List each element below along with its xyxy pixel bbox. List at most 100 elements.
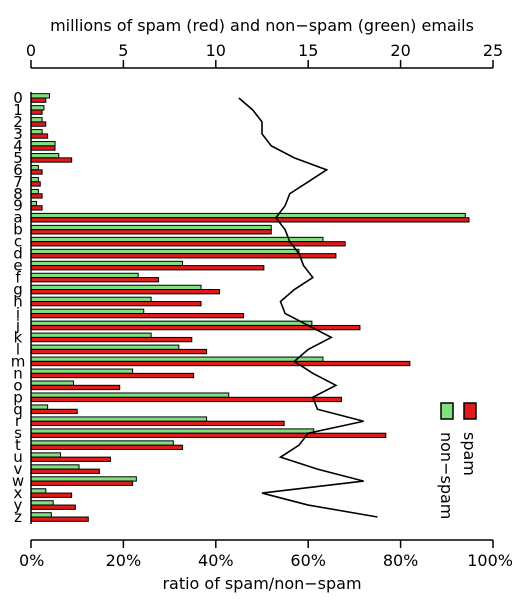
category-label-j: j xyxy=(15,316,20,334)
top-axis-tick-label: 5 xyxy=(118,41,128,60)
bottom-axis-tick-label: 40% xyxy=(198,551,234,570)
bar-spam-d xyxy=(30,253,337,259)
category-label-1: 1 xyxy=(13,101,23,119)
top-axis-label: millions of spam (red) and non−spam (gre… xyxy=(50,16,474,35)
bar-spam-4 xyxy=(30,145,56,151)
bar-spam-z xyxy=(30,516,89,522)
category-label-6: 6 xyxy=(13,161,23,179)
category-label-b: b xyxy=(13,221,23,239)
bar-nonspam-j xyxy=(30,320,313,326)
bar-spam-9 xyxy=(30,205,43,211)
category-label-5: 5 xyxy=(13,149,23,167)
category-label-9: 9 xyxy=(13,197,23,215)
category-label-w: w xyxy=(12,472,24,490)
bar-nonspam-d xyxy=(30,248,300,255)
category-label-h: h xyxy=(13,293,23,311)
bar-nonspam-f xyxy=(30,272,139,279)
ratio-line-layer xyxy=(238,97,378,518)
bar-nonspam-x xyxy=(30,488,47,494)
bars-layer xyxy=(30,93,470,522)
bar-nonspam-5 xyxy=(30,153,60,159)
bar-spam-6 xyxy=(30,169,43,175)
bar-spam-y xyxy=(30,504,76,510)
bar-spam-0 xyxy=(30,97,47,103)
bar-spam-a xyxy=(30,217,470,223)
bar-spam-q xyxy=(30,408,78,415)
category-label-m: m xyxy=(11,352,26,370)
top-axis-tick-label: 25 xyxy=(483,41,503,60)
bar-spam-o xyxy=(30,384,121,391)
bar-spam-x xyxy=(30,492,73,498)
bar-nonspam-z xyxy=(30,512,52,518)
category-label-c: c xyxy=(14,233,22,251)
bar-nonspam-e xyxy=(30,260,184,267)
bar-spam-r xyxy=(30,420,285,427)
bar-nonspam-b xyxy=(30,224,272,231)
bar-nonspam-2 xyxy=(30,117,43,123)
bar-nonspam-v xyxy=(30,464,80,470)
bar-nonspam-3 xyxy=(30,129,43,135)
bar-nonspam-q xyxy=(30,404,49,410)
bar-nonspam-m xyxy=(30,356,324,362)
bar-nonspam-8 xyxy=(30,188,39,195)
ratio-line xyxy=(238,97,378,518)
legend-label-nonspam: non−spam xyxy=(437,432,456,519)
category-label-p: p xyxy=(13,388,23,406)
category-label-v: v xyxy=(14,460,23,478)
bar-spam-g xyxy=(30,289,220,295)
category-label-z: z xyxy=(14,508,22,526)
bar-nonspam-g xyxy=(30,284,202,291)
bar-spam-w xyxy=(30,480,134,486)
bottom-axis-tick-label: 0% xyxy=(19,551,44,570)
bar-spam-i xyxy=(30,312,245,319)
category-label-7: 7 xyxy=(13,173,23,191)
bar-nonspam-k xyxy=(30,332,152,338)
bar-spam-1 xyxy=(30,109,43,115)
category-label-n: n xyxy=(13,364,23,382)
legend-label-spam: spam xyxy=(460,432,479,476)
bar-nonspam-p xyxy=(30,392,230,398)
bar-nonspam-t xyxy=(30,440,174,446)
category-label-d: d xyxy=(13,245,23,263)
bottom-axis-tick-label: 80% xyxy=(383,551,419,570)
category-label-l: l xyxy=(16,340,20,358)
bar-nonspam-o xyxy=(30,380,74,386)
bar-spam-h xyxy=(30,301,202,307)
top-axis-tick-label: 0 xyxy=(26,41,36,60)
bar-spam-c xyxy=(30,241,346,247)
category-label-3: 3 xyxy=(13,125,23,143)
bar-spam-3 xyxy=(30,133,49,139)
category-label-s: s xyxy=(14,424,22,442)
bar-nonspam-l xyxy=(30,344,180,350)
bar-nonspam-9 xyxy=(30,200,38,207)
bar-spam-s xyxy=(30,432,387,439)
category-label-2: 2 xyxy=(13,113,23,131)
bar-nonspam-y xyxy=(30,500,54,506)
bar-spam-n xyxy=(30,372,195,379)
bottom-axis-tick-label: 20% xyxy=(106,551,142,570)
bar-nonspam-7 xyxy=(30,176,39,183)
bar-nonspam-u xyxy=(30,452,62,458)
bar-nonspam-6 xyxy=(30,165,39,171)
bar-spam-e xyxy=(30,265,265,271)
bar-nonspam-n xyxy=(30,368,134,374)
category-label-e: e xyxy=(13,257,22,275)
top-axis-tick-label: 20 xyxy=(390,41,410,60)
bar-spam-u xyxy=(30,456,111,462)
bar-spam-t xyxy=(30,444,184,450)
category-label-y: y xyxy=(14,496,23,514)
bar-nonspam-r xyxy=(30,416,208,422)
bar-spam-5 xyxy=(30,157,73,163)
bar-nonspam-4 xyxy=(30,141,56,147)
bar-spam-7 xyxy=(30,181,41,187)
category-label-r: r xyxy=(15,412,22,430)
bar-nonspam-1 xyxy=(30,105,45,111)
bar-spam-p xyxy=(30,396,342,403)
category-label-t: t xyxy=(15,436,21,454)
bar-spam-k xyxy=(30,336,193,343)
bar-nonspam-a xyxy=(30,212,466,219)
category-label-0: 0 xyxy=(13,89,23,107)
